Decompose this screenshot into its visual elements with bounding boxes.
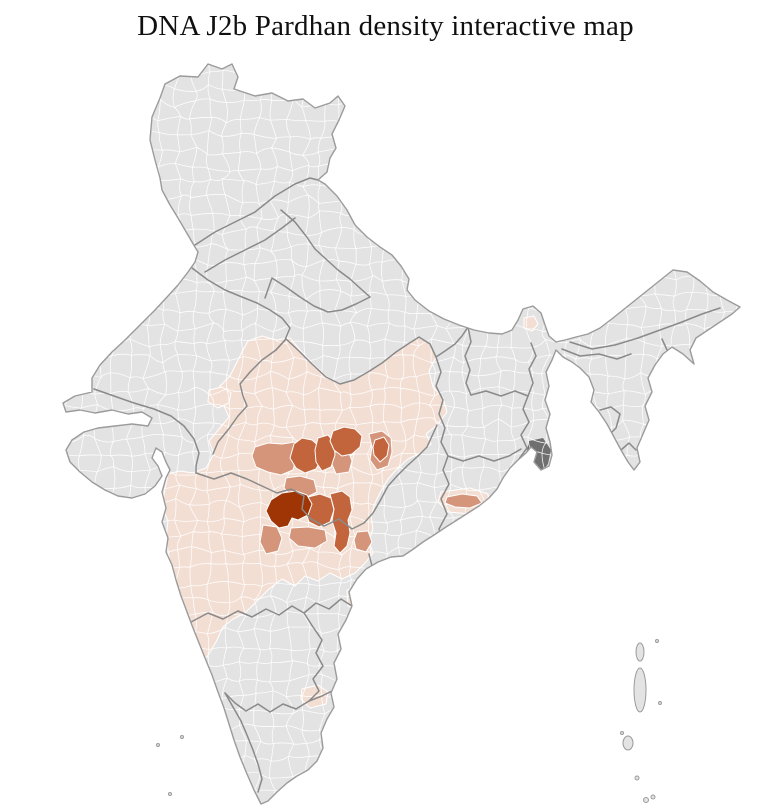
nicobar-islet — [650, 794, 656, 800]
andaman-island — [635, 642, 645, 662]
district-high-2[interactable] — [314, 434, 336, 472]
district-high-6[interactable] — [372, 436, 390, 463]
district-low-sikkim[interactable] — [523, 315, 539, 332]
lakshadweep-islet — [180, 735, 184, 739]
district-medium-1[interactable] — [251, 441, 298, 476]
island-chains — [156, 639, 662, 803]
andaman-islet — [655, 639, 659, 643]
nicobar-islet — [634, 775, 640, 781]
nicobar-islet — [643, 797, 649, 803]
andaman-island — [622, 735, 634, 751]
district-high-3[interactable] — [329, 426, 363, 457]
district-high-5[interactable] — [329, 490, 353, 554]
district-medium-6[interactable] — [353, 530, 373, 553]
andaman-islet — [658, 701, 662, 705]
district-medium-4[interactable] — [259, 524, 283, 555]
district-medium-8[interactable] — [444, 493, 483, 509]
lakshadweep-islet — [156, 743, 160, 747]
page-title: DNA J2b Pardhan density interactive map — [137, 10, 634, 42]
andaman-island — [633, 667, 647, 713]
high-density-layer — [289, 426, 390, 554]
district-medium-5[interactable] — [288, 526, 328, 549]
andaman-islet — [620, 731, 624, 735]
lakshadweep-islet — [168, 792, 172, 796]
state-borders — [93, 177, 721, 793]
